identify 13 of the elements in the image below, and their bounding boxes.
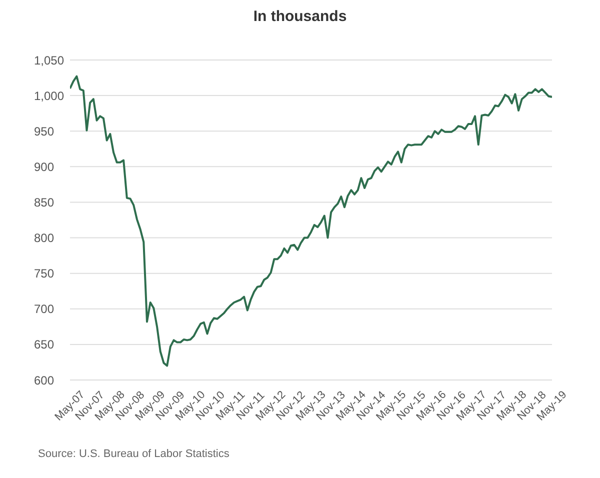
chart-title: In thousands — [252, 8, 348, 27]
y-tick-label: 650 — [34, 338, 54, 352]
y-tick-label: 700 — [34, 302, 54, 316]
source-note: Source: U.S. Bureau of Labor Statistics — [38, 448, 230, 460]
y-tick-label: 1,050 — [34, 53, 64, 68]
y-tick-label: 900 — [34, 160, 54, 174]
y-tick-label: 600 — [34, 373, 54, 388]
y-tick-label: 750 — [34, 266, 54, 281]
y-tick-label: 1,000 — [34, 88, 64, 103]
line-series — [70, 75, 552, 367]
y-tick-label: 850 — [34, 195, 54, 210]
y-tick-label: 800 — [34, 231, 54, 246]
y-tick-label: 950 — [34, 124, 54, 138]
